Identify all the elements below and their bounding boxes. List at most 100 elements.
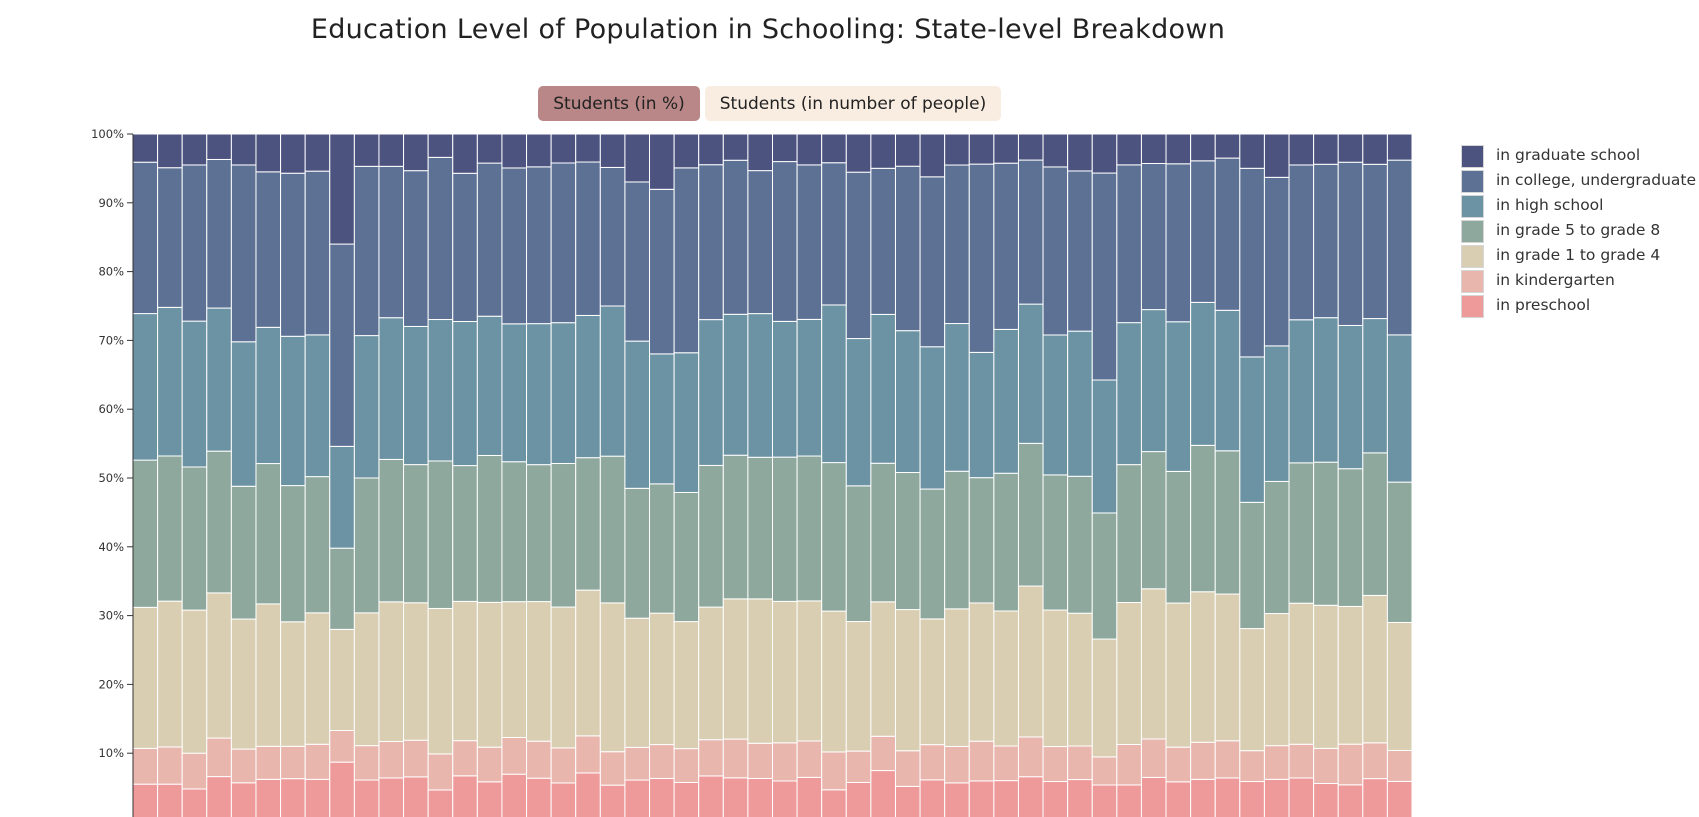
bar-segment[interactable] <box>181 752 208 790</box>
bar-segment[interactable] <box>919 346 946 490</box>
bar-segment[interactable] <box>452 321 478 467</box>
bar-segment[interactable] <box>1116 322 1142 466</box>
bar-segment[interactable] <box>403 325 429 466</box>
bar-segment[interactable] <box>353 612 380 747</box>
bar-segment[interactable] <box>993 328 1019 474</box>
bar-segment[interactable] <box>1263 176 1290 347</box>
bar-segment[interactable] <box>722 777 749 817</box>
bar-segment[interactable] <box>230 748 257 784</box>
bar-segment[interactable] <box>427 133 454 158</box>
bar-segment[interactable] <box>452 775 478 817</box>
bar-segment[interactable] <box>255 326 282 465</box>
bar-segment[interactable] <box>919 744 946 781</box>
bar-segment[interactable] <box>181 320 208 468</box>
bar-segment[interactable] <box>845 621 872 752</box>
bar-segment[interactable] <box>649 744 675 779</box>
bar-segment[interactable] <box>673 352 700 493</box>
bar-segment[interactable] <box>870 735 896 772</box>
bar-segment[interactable] <box>649 133 675 190</box>
bar-segment[interactable] <box>870 462 896 603</box>
bar-segment[interactable] <box>378 741 405 779</box>
bar-segment[interactable] <box>821 610 847 753</box>
bar-segment[interactable] <box>796 776 823 817</box>
bar-segment[interactable] <box>329 445 355 549</box>
bar-segment[interactable] <box>722 454 749 600</box>
bar-segment[interactable] <box>698 775 724 817</box>
bar-segment[interactable] <box>1214 777 1241 817</box>
bar-segment[interactable] <box>1288 602 1315 745</box>
bar-segment[interactable] <box>353 335 380 479</box>
bar-segment[interactable] <box>944 782 970 817</box>
bar-segment[interactable] <box>1042 609 1069 748</box>
bar-segment[interactable] <box>1140 451 1167 590</box>
bar-segment[interactable] <box>378 777 405 817</box>
bar-segment[interactable] <box>747 456 774 600</box>
bar-segment[interactable] <box>1313 747 1339 784</box>
bar-segment[interactable] <box>1386 334 1413 483</box>
bar-segment[interactable] <box>722 133 749 161</box>
bar-segment[interactable] <box>1017 585 1044 738</box>
bar-segment[interactable] <box>1140 133 1167 164</box>
bar-segment[interactable] <box>1263 480 1290 615</box>
bar-segment[interactable] <box>501 323 528 463</box>
bar-segment[interactable] <box>550 782 577 817</box>
bar-segment[interactable] <box>968 780 995 817</box>
bar-segment[interactable] <box>1263 745 1290 780</box>
bar-segment[interactable] <box>870 167 896 315</box>
bar-segment[interactable] <box>821 304 847 464</box>
bar-segment[interactable] <box>649 612 675 746</box>
bar-segment[interactable] <box>919 779 946 817</box>
bar-segment[interactable] <box>1091 379 1118 514</box>
bar-segment[interactable] <box>1386 481 1413 623</box>
bar-segment[interactable] <box>845 781 872 817</box>
bar-segment[interactable] <box>501 461 528 603</box>
bar-segment[interactable] <box>1288 777 1315 817</box>
bar-segment[interactable] <box>1017 736 1044 778</box>
bar-segment[interactable] <box>894 785 921 817</box>
bar-segment[interactable] <box>747 598 774 744</box>
bar-segment[interactable] <box>1067 612 1093 747</box>
bar-segment[interactable] <box>1042 781 1069 817</box>
bar-segment[interactable] <box>845 485 872 623</box>
bar-segment[interactable] <box>1165 746 1192 783</box>
bar-segment[interactable] <box>230 485 257 620</box>
bar-segment[interactable] <box>501 133 528 169</box>
bar-segment[interactable] <box>1288 133 1315 166</box>
bar-segment[interactable] <box>1386 159 1413 336</box>
bar-segment[interactable] <box>550 747 577 784</box>
bar-segment[interactable] <box>1165 781 1192 817</box>
bar-segment[interactable] <box>845 133 872 173</box>
bar-segment[interactable] <box>944 164 970 325</box>
bar-segment[interactable] <box>526 601 552 742</box>
bar-segment[interactable] <box>1116 164 1142 324</box>
bar-segment[interactable] <box>476 162 503 317</box>
bar-segment[interactable] <box>1190 591 1216 743</box>
bar-segment[interactable] <box>722 598 749 740</box>
bar-segment[interactable] <box>1239 781 1265 817</box>
bar-segment[interactable] <box>132 161 159 315</box>
bar-segment[interactable] <box>870 133 896 169</box>
bar-segment[interactable] <box>280 745 306 780</box>
bar-segment[interactable] <box>304 612 331 745</box>
bar-segment[interactable] <box>1190 301 1216 446</box>
bar-segment[interactable] <box>526 166 552 325</box>
bar-segment[interactable] <box>1263 345 1290 482</box>
bar-segment[interactable] <box>649 353 675 485</box>
bar-segment[interactable] <box>845 338 872 487</box>
bar-segment[interactable] <box>747 777 774 817</box>
bar-segment[interactable] <box>575 133 601 163</box>
bar-segment[interactable] <box>526 133 552 168</box>
bar-segment[interactable] <box>673 748 700 783</box>
bar-segment[interactable] <box>747 313 774 458</box>
bar-segment[interactable] <box>673 133 700 169</box>
bar-segment[interactable] <box>968 351 995 479</box>
bar-segment[interactable] <box>476 601 503 748</box>
bar-segment[interactable] <box>894 165 921 332</box>
bar-segment[interactable] <box>673 781 700 817</box>
bar-segment[interactable] <box>1067 745 1093 781</box>
bar-segment[interactable] <box>501 601 528 738</box>
bar-segment[interactable] <box>476 133 503 164</box>
bar-segment[interactable] <box>1042 474 1069 611</box>
bar-segment[interactable] <box>821 789 847 817</box>
bar-segment[interactable] <box>501 167 528 325</box>
